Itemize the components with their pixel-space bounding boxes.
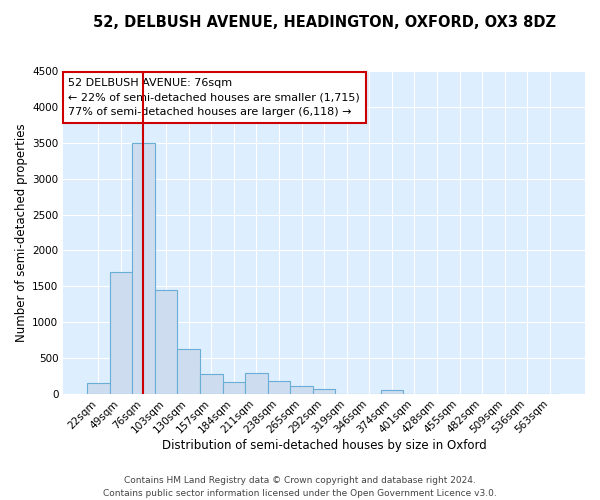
Bar <box>110 272 132 394</box>
Bar <box>87 383 110 394</box>
Y-axis label: Number of semi-detached properties: Number of semi-detached properties <box>15 123 28 342</box>
Bar <box>155 290 178 394</box>
Bar <box>380 390 403 394</box>
Bar <box>290 386 313 394</box>
Bar <box>200 374 223 394</box>
Bar <box>178 349 200 394</box>
Bar <box>132 143 155 394</box>
Text: 52 DELBUSH AVENUE: 76sqm
← 22% of semi-detached houses are smaller (1,715)
77% o: 52 DELBUSH AVENUE: 76sqm ← 22% of semi-d… <box>68 78 360 118</box>
X-axis label: Distribution of semi-detached houses by size in Oxford: Distribution of semi-detached houses by … <box>162 440 487 452</box>
Text: Contains HM Land Registry data © Crown copyright and database right 2024.
Contai: Contains HM Land Registry data © Crown c… <box>103 476 497 498</box>
Bar <box>245 373 268 394</box>
Bar <box>268 381 290 394</box>
Title: 52, DELBUSH AVENUE, HEADINGTON, OXFORD, OX3 8DZ: 52, DELBUSH AVENUE, HEADINGTON, OXFORD, … <box>92 15 556 30</box>
Bar <box>223 382 245 394</box>
Bar <box>313 390 335 394</box>
